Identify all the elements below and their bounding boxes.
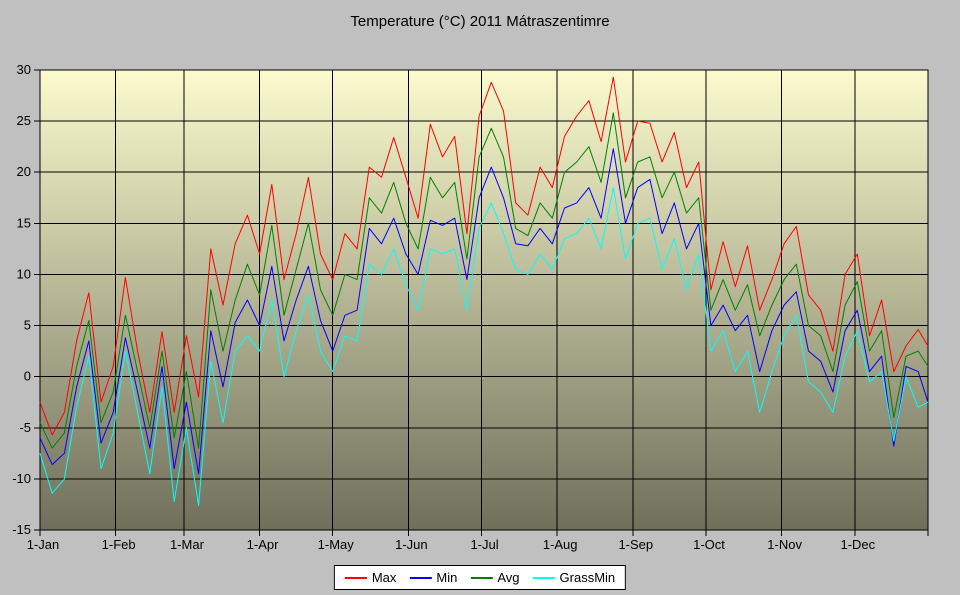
y-tick-label: 0 [24, 369, 31, 384]
y-tick-label: 5 [24, 318, 31, 333]
legend-item-grassmin: GrassMin [532, 570, 616, 585]
y-tick-label: -15 [12, 522, 31, 537]
series-line-grassmin [39, 187, 929, 506]
legend-item-max: Max [344, 570, 397, 585]
y-tick-label: -10 [12, 471, 31, 486]
x-tick-label: 1-Jun [395, 537, 428, 552]
legend-item-min: Min [409, 570, 457, 585]
legend-item-avg: Avg [470, 570, 520, 585]
x-tick-label: 1-Mar [170, 537, 205, 552]
x-tick-label: 1-Dec [840, 537, 875, 552]
y-tick-label: 10 [17, 266, 31, 281]
y-tick-label: 15 [17, 215, 31, 230]
series-line-max [39, 76, 929, 436]
x-tick-label: 1-Jul [470, 537, 498, 552]
x-tick-label: 1-May [318, 537, 355, 552]
max-line-swatch-icon [344, 576, 367, 579]
legend: Max Min Avg GrassMin [333, 565, 627, 590]
x-tick-label: 1-Aug [543, 537, 578, 552]
x-tick-label: 1-Jan [27, 537, 60, 552]
x-tick-label: 1-Nov [767, 537, 802, 552]
y-tick-label: 30 [17, 62, 31, 77]
y-tick-label: 20 [17, 164, 31, 179]
avg-line-swatch-icon [470, 576, 493, 579]
x-tick-label: 1-Feb [102, 537, 136, 552]
min-line-swatch-icon [409, 576, 432, 579]
y-tick-label: -5 [19, 420, 31, 435]
y-tick-label: 25 [17, 113, 31, 128]
legend-label-max: Max [371, 570, 397, 585]
chart-title: Temperature (°C) 2011 Mátraszentimre [350, 13, 610, 30]
series-line-min [39, 148, 929, 475]
legend-label-grassmin: GrassMin [559, 570, 616, 585]
grassmin-line-swatch-icon [532, 576, 555, 579]
legend-label-avg: Avg [497, 570, 520, 585]
series-line-avg [39, 112, 929, 449]
x-tick-label: 1-Oct [693, 537, 725, 552]
x-tick-label: 1-Sep [618, 537, 653, 552]
x-tick-label: 1-Apr [247, 537, 279, 552]
plot-border [39, 69, 929, 531]
legend-label-min: Min [436, 570, 458, 585]
